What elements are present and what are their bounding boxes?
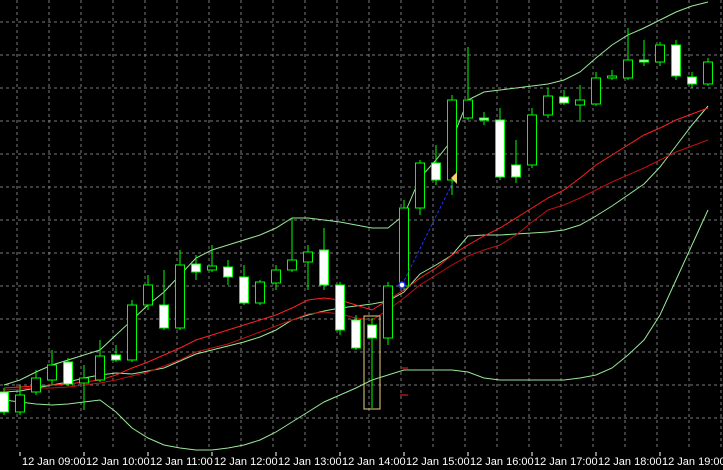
candle-body: [639, 59, 649, 63]
candle-body: [255, 281, 265, 304]
candle-body: [159, 304, 169, 329]
candle-body: [239, 276, 249, 304]
candle-body: [143, 284, 153, 306]
candle-body: [223, 266, 233, 278]
candle-body: [79, 377, 89, 384]
candle-body: [287, 259, 297, 271]
indicator-line: [3, 209, 709, 451]
candle-body: [527, 114, 537, 166]
candle-body: [47, 364, 57, 381]
x-axis: 12 Jan 09:00 12 Jan 10:00 12 Jan 11:00 12 J…: [19, 452, 723, 468]
candle-body: [383, 285, 393, 339]
x-tick-label: 12 Jan 17:00: [534, 456, 598, 468]
x-tick-label: 12 Jan 19:00: [662, 456, 723, 468]
candle-body: [335, 284, 345, 331]
candle-body: [0, 391, 9, 413]
candle-body: [703, 61, 713, 85]
indicator-line: [3, 107, 709, 389]
x-tick-label: 12 Jan 10:00: [86, 456, 150, 468]
candle-body: [95, 355, 105, 381]
candle-body: [559, 96, 569, 104]
x-tick-label: 12 Jan 15:00: [406, 456, 470, 468]
candle-body: [543, 95, 553, 116]
candle-body: [671, 44, 681, 77]
candle-body: [351, 319, 361, 349]
candle-body: [623, 59, 633, 79]
exit-marker: [451, 172, 457, 184]
candle-body: [207, 265, 217, 271]
candle-body: [15, 394, 25, 413]
x-tick-label: 12 Jan 16:00: [470, 456, 534, 468]
candle-body: [191, 263, 201, 273]
candle-body: [175, 264, 185, 329]
candle-body: [463, 99, 473, 119]
x-tick-label: 12 Jan 11:00: [150, 456, 213, 468]
x-tick-label: 12 Jan 14:00: [342, 456, 406, 468]
candle-body: [607, 75, 617, 79]
x-tick-label: 12 Jan 13:00: [278, 456, 342, 468]
entry-marker: [398, 281, 406, 289]
candle-body: [655, 44, 665, 63]
candle-body: [447, 99, 457, 181]
x-tick-label: 12 Jan 09:00: [22, 456, 86, 468]
candle-body: [495, 119, 505, 178]
candle-body: [575, 99, 585, 106]
x-tick-label: 12 Jan 12:00: [214, 456, 278, 468]
candle-body: [687, 76, 697, 85]
indicator-line: [3, 1, 709, 386]
candle-body: [303, 251, 313, 263]
indicator-lines: [3, 1, 709, 451]
candle-body: [367, 324, 377, 339]
x-tick-label: 12 Jan 18:00: [598, 456, 662, 468]
candle-body: [319, 249, 329, 286]
annotations: [363, 172, 457, 410]
candle-body: [127, 304, 137, 361]
indicator-line: [3, 105, 709, 393]
candle-body: [415, 162, 425, 209]
highlight-box: [363, 315, 381, 410]
candle-body: [431, 162, 441, 181]
candle-body: [479, 117, 489, 121]
candles: [0, 28, 713, 415]
candle-body: [111, 354, 121, 361]
candle-body: [63, 361, 73, 385]
candle-body: [31, 377, 41, 393]
candle-body: [591, 77, 601, 105]
candle-body: [511, 164, 521, 178]
candle-body: [271, 269, 281, 284]
